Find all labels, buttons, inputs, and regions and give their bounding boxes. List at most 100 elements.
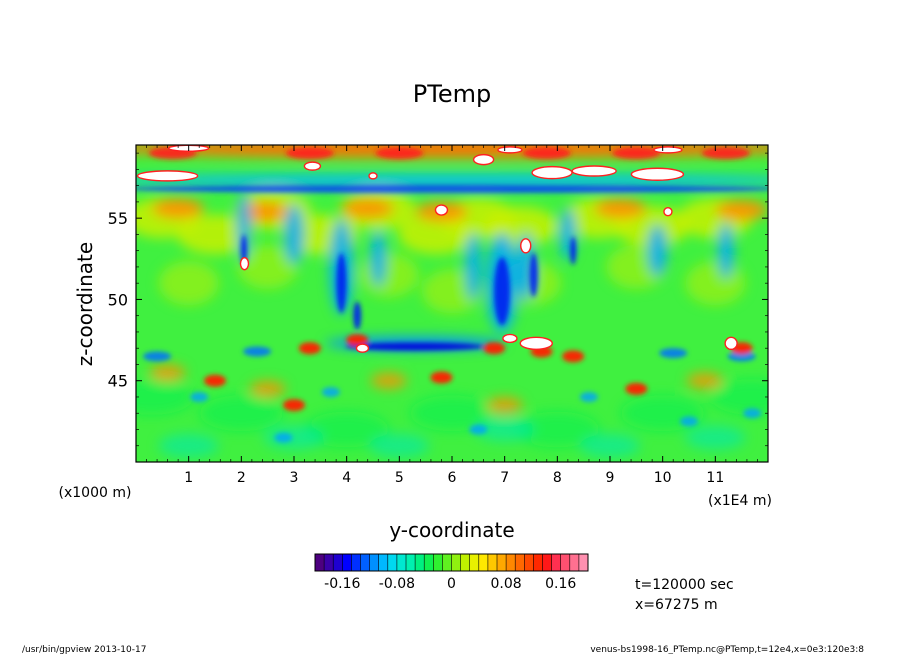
field-offscale-patch [239, 256, 250, 271]
field-blob [264, 425, 324, 450]
colorbar-swatch [542, 554, 552, 571]
x-tick-label: 7 [500, 470, 509, 486]
field-blob [177, 214, 253, 255]
field-blob [727, 351, 756, 362]
colorbar-swatch [478, 554, 489, 571]
field-blob [647, 224, 668, 277]
field-blob [237, 244, 298, 289]
colorbar-swatch [369, 554, 379, 571]
field-blob [274, 432, 293, 443]
heatmap-field [136, 145, 768, 462]
field-offscale-patch [434, 204, 449, 216]
colorbar-swatch [396, 554, 407, 571]
y-axis-label: z-coordinate [73, 242, 97, 366]
field-offscale-patch [355, 343, 370, 353]
field-offscale-patch [663, 206, 673, 217]
field-blob [158, 433, 219, 458]
field-blob [522, 147, 571, 160]
field-blob [594, 198, 647, 219]
field-blob [483, 342, 506, 355]
colorbar-swatch [515, 554, 525, 571]
colorbar-swatch [442, 554, 452, 571]
field-blob [304, 411, 389, 448]
field-offscale-patch [520, 238, 532, 254]
field-blob [370, 230, 387, 287]
x-tick-label: 2 [237, 470, 246, 486]
colorbar-tick-label: 0.16 [545, 576, 576, 592]
colorbar-swatch [469, 554, 480, 571]
field-blob [284, 204, 304, 265]
x-axis-label: y-coordinate [389, 518, 514, 542]
field-blob [465, 232, 482, 301]
field-blob [743, 408, 762, 419]
field-offscale-patch [571, 165, 617, 177]
y-unit-label: (x1000 m) [59, 485, 132, 501]
field-fine-layer [136, 147, 768, 443]
colorbar-swatch [487, 554, 498, 571]
colorbar-swatch [424, 554, 434, 571]
field-blob [353, 301, 362, 330]
colorbar-swatch [433, 554, 443, 571]
field-blob [149, 364, 186, 381]
x-tick-label: 1 [184, 470, 193, 486]
x-axis: 1 2 3 4 5 6 7 8 9 10 11 [146, 145, 758, 486]
field-offscale-patch [472, 153, 495, 166]
field-blob [298, 342, 321, 355]
field-blob [474, 417, 535, 442]
field-offscale-patch [630, 167, 685, 181]
field-blob [717, 222, 734, 279]
field-blob [370, 372, 407, 389]
field-blob [190, 391, 209, 402]
field-blob [136, 378, 194, 415]
field-blob [249, 380, 286, 397]
x-tick-label: 9 [606, 470, 615, 486]
field-blob [136, 184, 768, 193]
colorbar-tick-label: 0.08 [491, 576, 522, 592]
field-blob [562, 350, 585, 363]
field-blob [358, 253, 419, 298]
field-blob [701, 147, 750, 160]
colorbar-frame [314, 553, 589, 572]
field-blob [580, 433, 640, 458]
colorbar-swatch [351, 554, 361, 571]
field-blob [410, 395, 494, 432]
field-blob [612, 147, 661, 160]
field-blob [236, 192, 251, 261]
field-blob [336, 253, 347, 314]
field-wide-layer [136, 145, 768, 458]
y-tick-label: 45 [108, 372, 128, 391]
field-blob [204, 374, 226, 387]
footer-left: /usr/bin/gpview 2013-10-17 [22, 645, 146, 654]
x-tick-label: 5 [395, 470, 404, 486]
colorbar-swatch [360, 554, 370, 571]
colorbar-swatch [506, 554, 516, 571]
field-blob [158, 261, 219, 306]
field-blob [285, 147, 334, 160]
colorbar-swatch [451, 554, 461, 571]
field-blob [283, 399, 305, 412]
field-blob [345, 342, 486, 351]
x-tick-label: 6 [448, 470, 457, 486]
y-tick-label: 55 [108, 209, 128, 228]
x-tick-label: 3 [290, 470, 299, 486]
field-blob [686, 372, 723, 389]
field-blob [136, 173, 768, 188]
x-tick-label: 8 [553, 470, 562, 486]
field-blob [715, 200, 768, 221]
field-offscale-patch [531, 165, 573, 180]
field-blob [143, 351, 172, 362]
colorbar-tick-label: 0 [447, 576, 456, 592]
field-blob [685, 261, 746, 306]
colorbar-swatch [333, 554, 343, 571]
field-blob [579, 391, 598, 402]
position-annotation: x=67275 m [635, 597, 718, 613]
field-blob [710, 378, 768, 415]
colorbar-swatch [460, 554, 470, 571]
colorbar-swatch [497, 554, 507, 571]
colorbar-swatch [524, 554, 534, 571]
colorbar-swatch [324, 554, 334, 571]
field-blob [469, 424, 488, 435]
field-blob [375, 147, 424, 160]
x-tick-label: 4 [342, 470, 351, 486]
